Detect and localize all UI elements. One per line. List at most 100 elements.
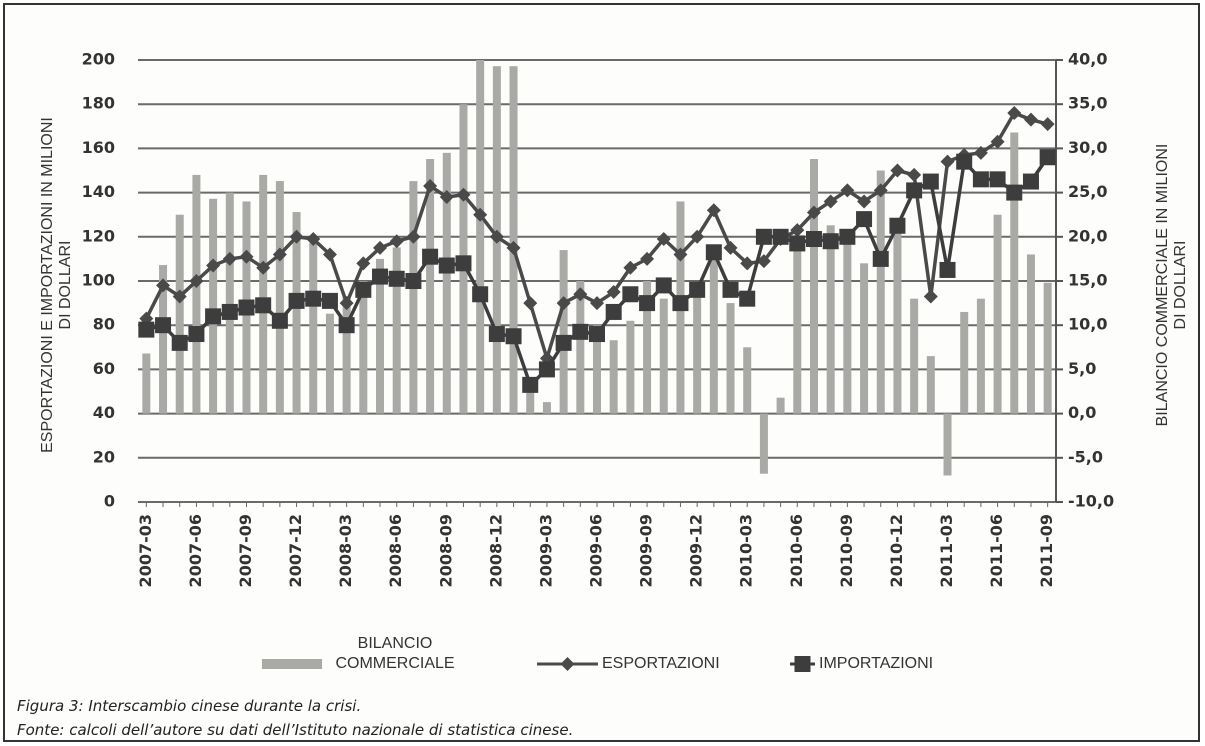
- marker: [973, 145, 988, 160]
- y-tick-label: 120: [82, 226, 115, 245]
- bar: [876, 170, 885, 414]
- x-tick-label: 2007-09: [236, 514, 255, 587]
- marker: [505, 328, 522, 345]
- x-tick-label: 2009-09: [637, 514, 656, 587]
- marker: [672, 295, 689, 312]
- bar: [159, 265, 168, 414]
- marker: [372, 268, 389, 285]
- marker: [1022, 173, 1039, 190]
- caption: Fonte: calcoli dell’autore su dati dell’…: [17, 721, 574, 739]
- marker: [1039, 149, 1056, 166]
- bar: [225, 192, 234, 414]
- bar: [860, 263, 869, 414]
- marker: [890, 163, 905, 178]
- marker: [805, 231, 822, 248]
- marker: [222, 251, 237, 266]
- marker: [473, 207, 488, 222]
- marker: [439, 190, 454, 205]
- bar: [426, 159, 435, 414]
- x-tick-label: 2009-12: [687, 514, 706, 587]
- bar: [626, 320, 635, 414]
- bar: [693, 291, 702, 414]
- bar: [1043, 282, 1052, 414]
- marker: [723, 240, 738, 255]
- bar: [509, 66, 518, 414]
- y-tick-label: 20: [93, 447, 115, 466]
- marker: [839, 228, 856, 245]
- marker: [689, 281, 706, 298]
- marker: [822, 233, 839, 250]
- marker: [272, 247, 287, 262]
- marker: [790, 223, 805, 238]
- bar: [609, 340, 618, 414]
- marker: [255, 297, 272, 314]
- marker: [872, 250, 889, 267]
- bar: [292, 212, 301, 414]
- x-tick-label: 2010-06: [787, 514, 806, 587]
- y2-tick-label: 25,0: [1068, 182, 1107, 201]
- bar: [960, 311, 969, 414]
- bar: [843, 241, 852, 414]
- bar: [275, 181, 284, 414]
- marker: [538, 361, 555, 378]
- bar: [593, 325, 601, 414]
- marker: [1040, 117, 1055, 132]
- bar: [309, 242, 318, 414]
- marker: [856, 211, 873, 228]
- marker: [289, 229, 304, 244]
- bar: [826, 225, 835, 414]
- marker: [823, 194, 838, 209]
- marker: [455, 255, 472, 272]
- x-tick-label: 2007-12: [286, 514, 305, 587]
- marker: [555, 334, 572, 351]
- x-tick-label: 2009-06: [587, 514, 606, 587]
- x-tick-label: 2008-03: [336, 514, 355, 587]
- y2-tick-label: 35,0: [1068, 94, 1107, 113]
- y2-tick-label: 15,0: [1068, 271, 1107, 290]
- marker: [322, 247, 337, 262]
- bar: [192, 174, 201, 414]
- bar: [576, 281, 585, 414]
- legend-marker: [560, 657, 575, 671]
- bar: [759, 413, 768, 474]
- marker: [772, 228, 789, 245]
- y2-tick-label: 30,0: [1068, 138, 1107, 157]
- marker: [221, 303, 238, 320]
- marker: [705, 244, 722, 261]
- x-tick-label: 2010-03: [737, 514, 756, 587]
- legend-label: BILANCIO COMMERCIALE: [335, 635, 455, 672]
- marker: [405, 273, 422, 289]
- bar: [175, 214, 184, 414]
- marker: [639, 295, 656, 312]
- marker: [423, 178, 438, 193]
- marker: [907, 167, 922, 182]
- bar: [659, 298, 668, 414]
- bar: [559, 250, 568, 414]
- y2-tick-label: -10,0: [1068, 492, 1114, 511]
- bar: [342, 296, 351, 414]
- bar: [993, 214, 1002, 414]
- marker: [873, 183, 888, 198]
- bar: [142, 353, 151, 414]
- bar: [209, 198, 218, 414]
- marker: [789, 235, 806, 252]
- y2-tick-label: 5,0: [1068, 359, 1096, 378]
- bar: [809, 159, 818, 414]
- y-tick-label: 180: [82, 94, 115, 113]
- marker: [572, 323, 589, 340]
- bar: [1010, 132, 1019, 414]
- marker: [388, 270, 405, 287]
- x-tick-label: 2008-09: [436, 514, 455, 587]
- marker: [673, 247, 688, 262]
- y-tick-label: 0: [104, 492, 115, 511]
- marker: [406, 229, 421, 244]
- chart: 0 20 40 60 80 100 120 140 160 180 200 -10,0 -5,0 0,0 5…: [82, 50, 1114, 672]
- y2-tick-label: 0,0: [1068, 403, 1096, 422]
- marker: [438, 257, 455, 274]
- marker: [940, 154, 955, 169]
- marker: [456, 187, 471, 202]
- x-tick-label: 2011-03: [937, 514, 956, 587]
- marker: [271, 312, 288, 329]
- bar: [976, 298, 985, 414]
- bar: [526, 391, 535, 414]
